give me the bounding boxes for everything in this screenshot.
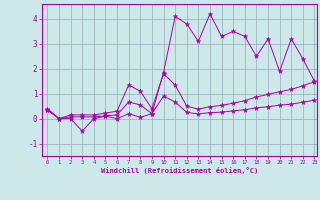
X-axis label: Windchill (Refroidissement éolien,°C): Windchill (Refroidissement éolien,°C)	[100, 167, 258, 174]
